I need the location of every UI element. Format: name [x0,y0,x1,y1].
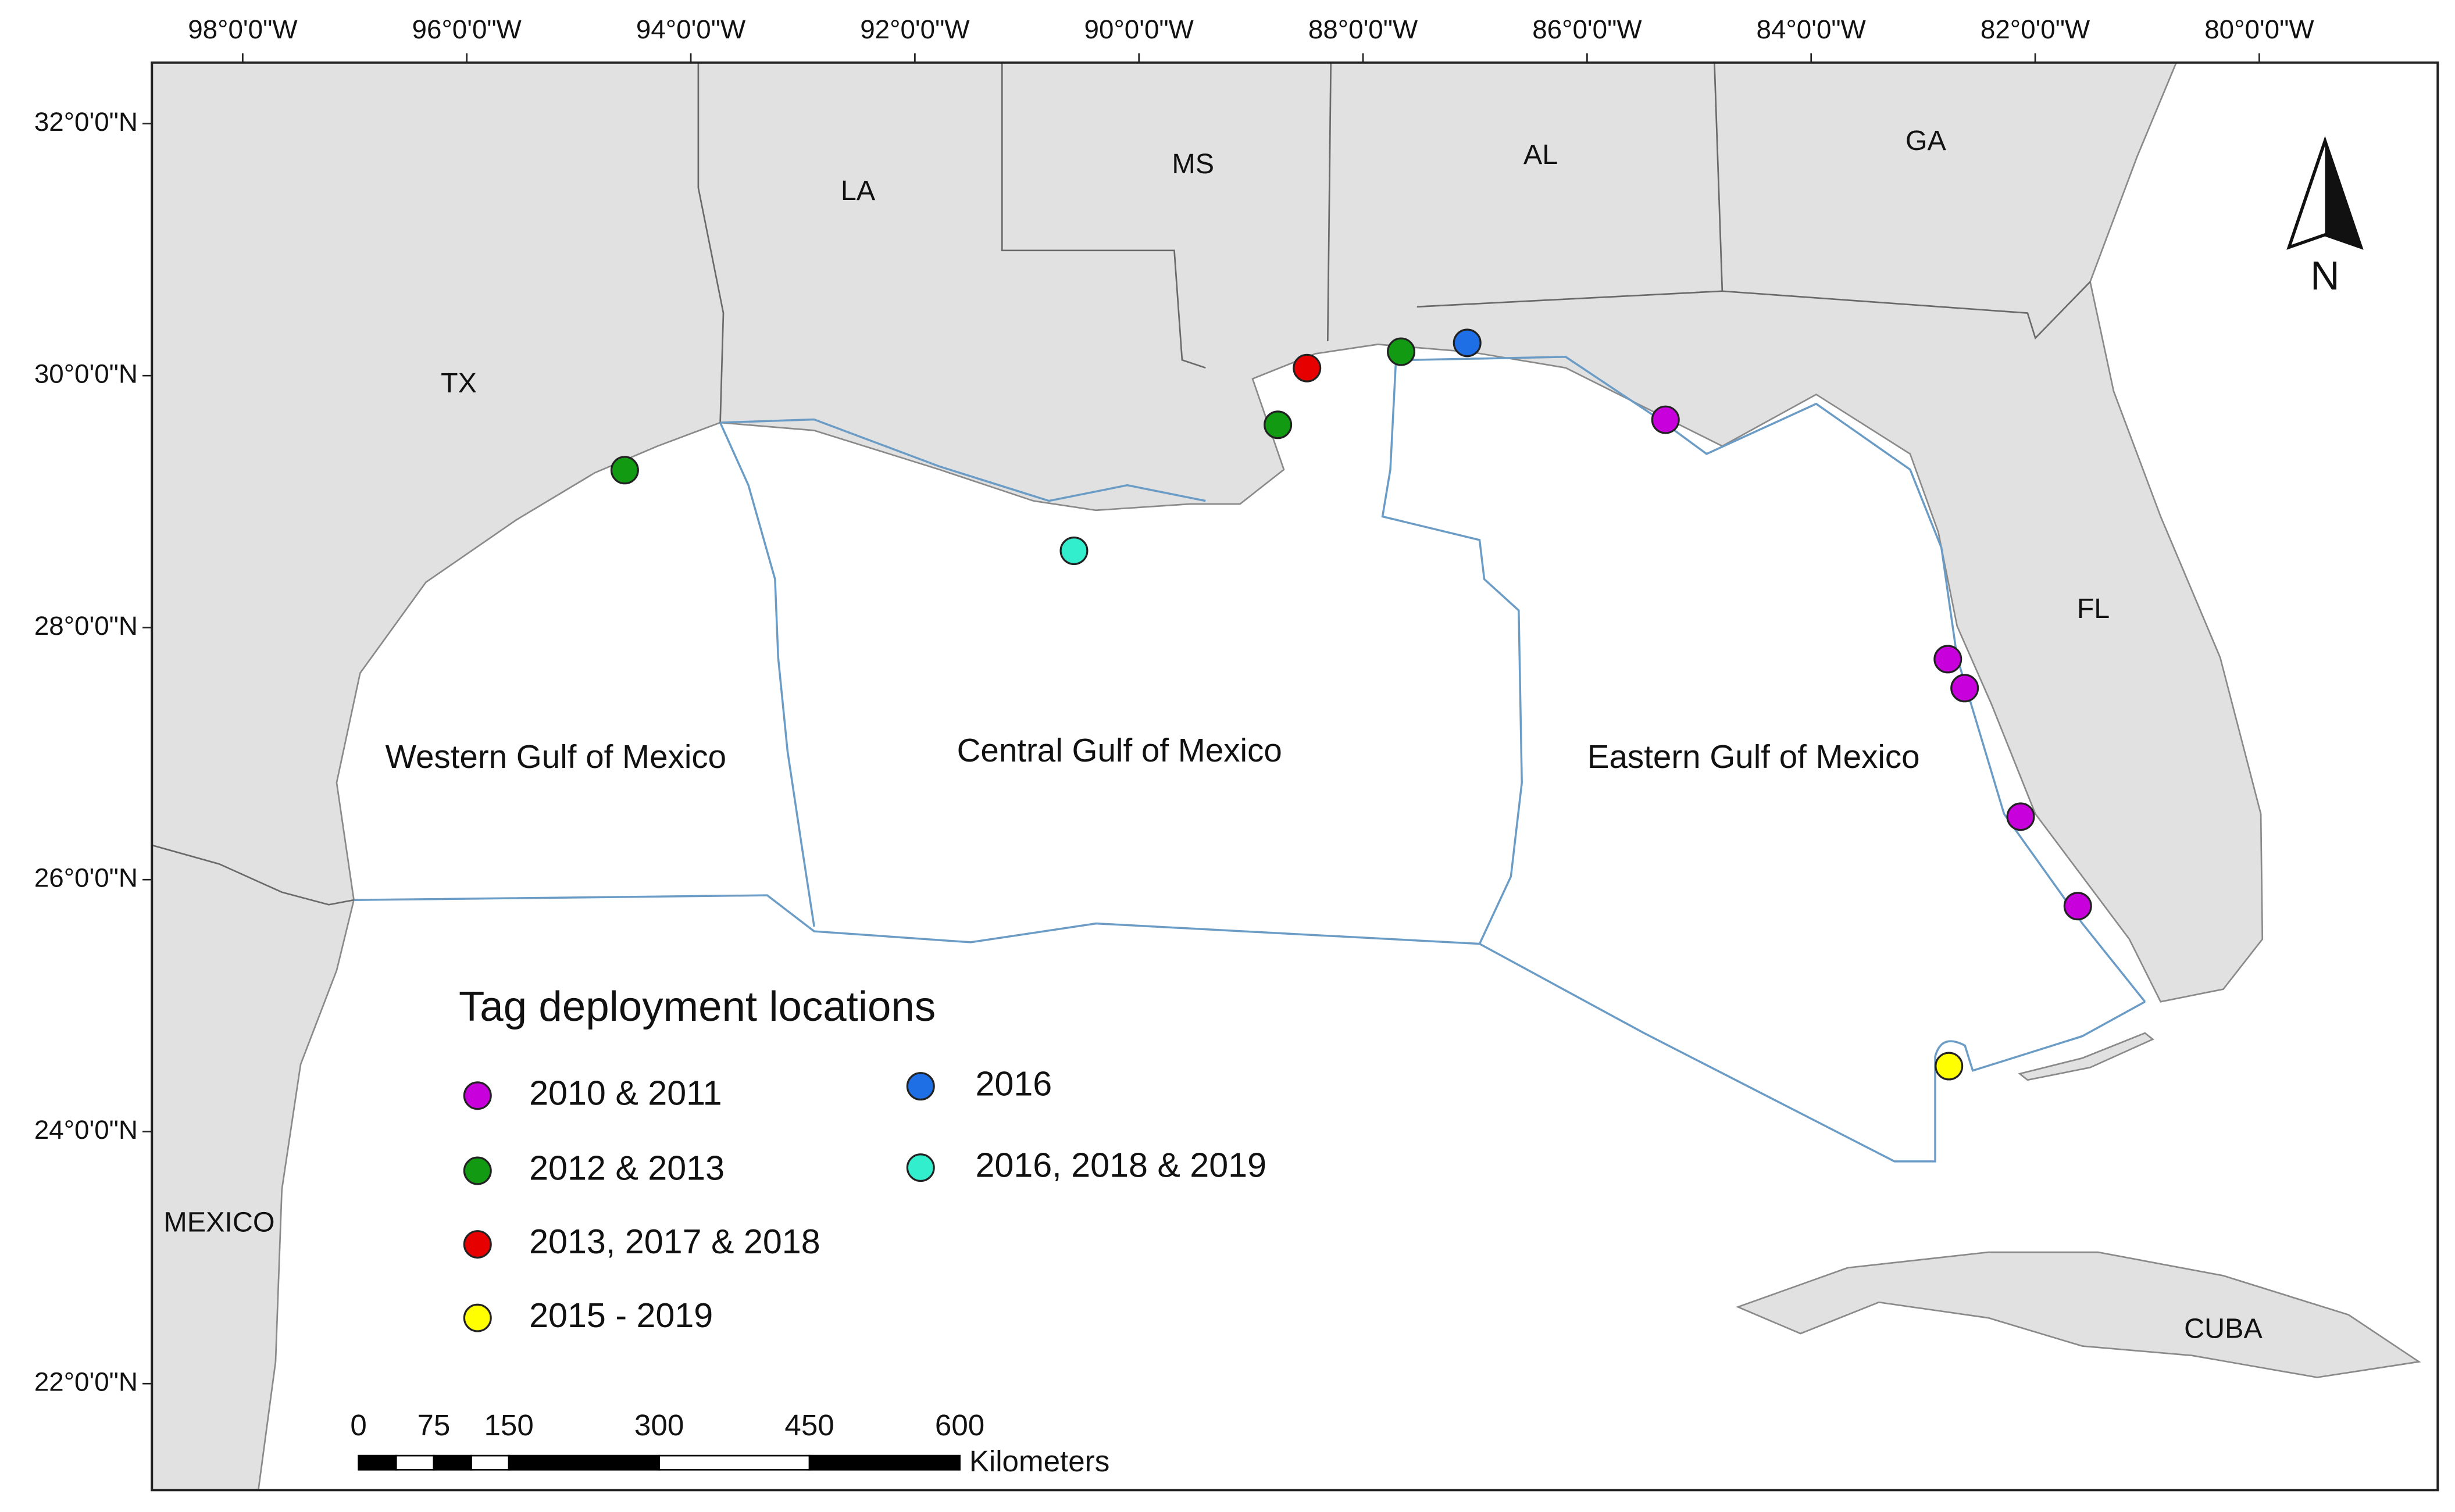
scale-bar-unit: Kilometers [969,1445,1110,1478]
scale-bar-segment [433,1454,472,1471]
north-label: N [2310,253,2340,298]
management-zones [354,347,2146,1163]
scale-bar-label: 300 [634,1409,684,1442]
deployment-point [1264,410,1293,439]
state-border-ms-al [1326,62,1332,341]
region-label: Western Gulf of Mexico [386,738,726,775]
scale-bar-segment [808,1454,961,1471]
scale-bar-label: 75 [417,1409,450,1442]
deployment-point [1059,536,1089,565]
scale-bar-label: 150 [484,1409,533,1442]
lon-tick-label: 88°0'0"W [1308,15,1418,44]
lat-tick-label: 24°0'0"N [34,1115,138,1145]
legend-marker [906,1153,935,1182]
lon-tick-label: 82°0'0"W [1981,15,2090,44]
land-keys [2018,1032,2154,1081]
lon-tick-label: 80°0'0"W [2204,15,2314,44]
zone-coastal-line [720,356,2146,1003]
region-label: Central Gulf of Mexico [957,732,1282,768]
deployment-point [1950,674,1979,703]
legend-title: Tag deployment locations [459,983,936,1030]
lat-tick-label: 32°0'0"N [34,107,138,137]
state-border-fl [1416,281,2091,340]
deployment-point [1651,405,1680,434]
lon-tick-label: 92°0'0"W [860,15,970,44]
legend-label: 2010 & 2011 [529,1073,722,1112]
region-label: Eastern Gulf of Mexico [1587,738,1920,775]
state-border-tx-la [697,62,725,423]
scale-bar-label: 0 [350,1409,366,1442]
legend-marker [463,1156,492,1185]
place-label: GA [1906,125,1947,156]
basemap [151,62,2421,1491]
place-label: CUBA [2184,1313,2263,1344]
legend-label: 2013, 2017 & 2018 [529,1222,820,1261]
legend-label: 2016 [976,1064,1052,1103]
deployment-point [610,456,639,485]
deployment-point [2006,802,2035,831]
state-border-la-ms [1001,62,1206,369]
scale-bar-segment [658,1454,811,1471]
lon-tick-label: 98°0'0"W [188,15,298,44]
lat-tick-label: 30°0'0"N [34,359,138,388]
deployment-point [1935,1052,1964,1081]
legend-marker [463,1303,492,1332]
place-label: MS [1172,148,1214,180]
deployment-point [1387,337,1416,366]
deployment-point [2063,892,2092,921]
lon-tick-label: 96°0'0"W [412,15,522,44]
north-arrow: N [2286,135,2364,298]
place-label: LA [841,175,876,206]
scale-bar-label: 600 [935,1409,984,1442]
land-cuba [1736,1251,2421,1378]
state-border-al-ga [1714,62,1724,291]
lon-tick-label: 94°0'0"W [636,15,746,44]
place-label: MEXICO [163,1206,274,1238]
zone-outer-boundary [354,894,2146,1163]
lon-tick-label: 86°0'0"W [1532,15,1642,44]
lon-tick-label: 90°0'0"W [1084,15,1194,44]
map-frame [151,61,2439,1492]
lat-tick-label: 22°0'0"N [34,1367,138,1396]
legend-marker [463,1081,492,1110]
place-label: FL [2077,593,2110,624]
place-label: TX [441,367,477,399]
deployment-point [1293,353,1322,383]
scale-bar-segment [358,1454,397,1471]
place-label: AL [1523,139,1558,170]
scale-bar-segment [508,1454,660,1471]
legend-label: 2015 - 2019 [529,1296,713,1335]
zone-boundary-west-central [719,422,815,927]
scale-bar-label: 450 [784,1409,834,1442]
deployment-point [1453,328,1482,358]
lon-tick-label: 84°0'0"W [1757,15,1867,44]
land-us-mexico [151,62,2264,1491]
deployment-point [1933,645,1962,674]
legend-label: 2016, 2018 & 2019 [976,1145,1267,1184]
zone-boundary-central-east [1381,347,1523,945]
scale-bar-segment [470,1454,510,1471]
legend-label: 2012 & 2013 [529,1149,725,1188]
scale-bar-segment [395,1454,435,1471]
border-us-mexico [151,844,354,906]
lat-tick-label: 28°0'0"N [34,611,138,641]
legend-marker [906,1072,935,1101]
legend-marker [463,1230,492,1259]
lat-tick-label: 26°0'0"N [34,863,138,892]
